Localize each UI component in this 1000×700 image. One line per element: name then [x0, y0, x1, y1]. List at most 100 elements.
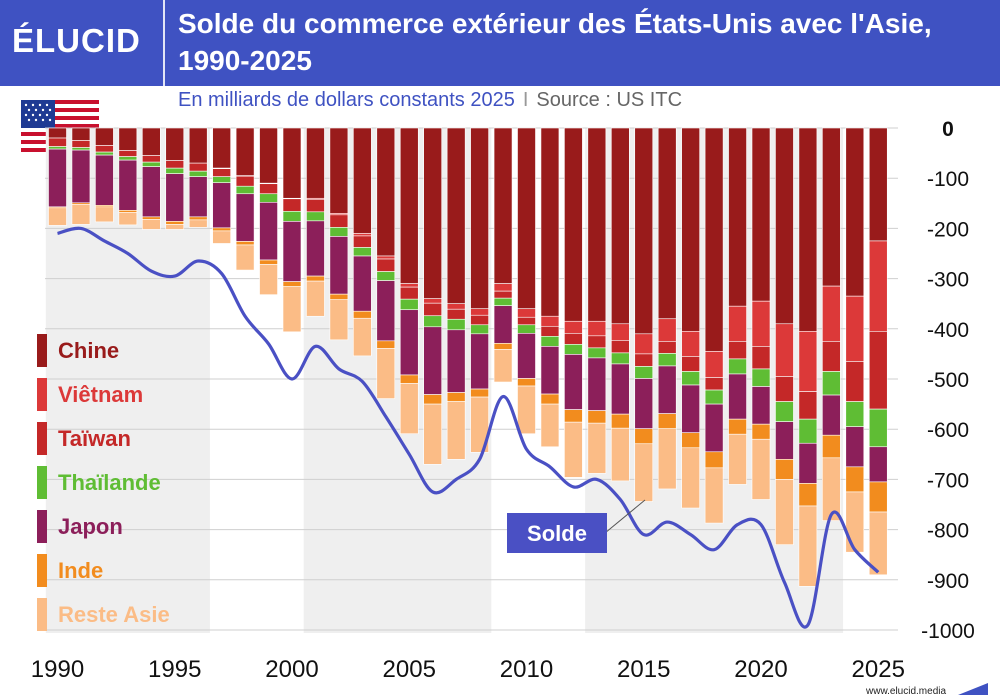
bar-segment — [610, 427, 630, 482]
bar-segment — [728, 341, 747, 360]
bar-segment — [704, 127, 724, 352]
bar-segment — [845, 361, 865, 402]
bar-segment — [376, 255, 396, 260]
bar-segment — [470, 127, 489, 310]
bar-segment — [704, 351, 724, 378]
bar-segment — [165, 160, 185, 169]
bar-segment — [353, 317, 372, 357]
bar-segment — [142, 219, 161, 230]
bar-segment — [704, 377, 724, 391]
bar-segment — [587, 422, 607, 474]
legend-label: Chine — [58, 338, 120, 363]
bar-segment — [704, 389, 724, 405]
bar-segment — [822, 457, 841, 521]
bar-segment — [329, 227, 349, 237]
bar-segment — [540, 346, 560, 395]
chart-title: Solde du commerce extérieur des États-Un… — [178, 8, 932, 76]
bar-segment — [681, 447, 700, 509]
bar-segment — [282, 286, 302, 333]
bar-segment — [48, 148, 67, 208]
x-tick-label: 2020 — [734, 656, 787, 683]
bar-segment — [868, 240, 888, 332]
bar-segment — [704, 467, 724, 524]
bar-segment — [610, 340, 630, 354]
y-tick-label: -500 — [927, 369, 969, 392]
bar-segment — [165, 173, 185, 222]
bar-segment — [470, 308, 489, 316]
bar-segment — [212, 182, 231, 229]
bar-segment — [95, 154, 114, 206]
bar-segment — [610, 323, 630, 341]
bar-segment — [822, 127, 841, 287]
bar-segment — [564, 333, 583, 345]
bar-segment — [493, 349, 513, 383]
bar-segment — [188, 216, 208, 221]
bar-segment — [470, 314, 489, 326]
bar-segment — [259, 193, 278, 203]
subtitle-units: En milliards de dollars constants 2025 — [178, 89, 515, 111]
legend-swatch — [37, 510, 47, 543]
bar-segment — [751, 300, 771, 347]
bar-segment — [587, 335, 607, 349]
legend-label: Japon — [58, 514, 123, 539]
bar-segment — [48, 207, 67, 226]
bar-segment — [751, 386, 771, 425]
bar-segment — [399, 374, 419, 384]
bar-segment — [376, 127, 396, 257]
bar-segment — [423, 403, 443, 465]
header-bar: ÉLUCID Solde du commerce extérieur des É… — [0, 0, 1000, 86]
bar-segment — [634, 333, 654, 355]
legend-label: Viêtnam — [58, 382, 144, 407]
bar-segment — [329, 214, 349, 228]
bar-segment — [142, 155, 161, 163]
bar-segment — [822, 394, 841, 436]
bar-segment — [493, 305, 513, 344]
x-tick-label: 2010 — [500, 656, 553, 683]
x-tick-label: 2025 — [852, 656, 905, 683]
bar-segment — [446, 318, 466, 331]
bar-segment — [845, 466, 865, 493]
legend-swatch — [37, 378, 47, 411]
bar-segment — [868, 481, 888, 513]
bar-segment — [775, 401, 794, 422]
bar-segment — [845, 401, 865, 427]
bar-segment — [798, 331, 818, 392]
y-tick-label: -600 — [927, 419, 969, 442]
bar-segment — [540, 127, 560, 317]
bar-segment — [798, 442, 818, 484]
bar-segment — [681, 432, 700, 449]
footer-url[interactable]: www.elucid.media — [866, 686, 947, 697]
bar-segment — [634, 428, 654, 445]
solde-label-text: Solde — [527, 521, 587, 546]
bar-segment — [306, 220, 325, 277]
bar-segment — [446, 308, 466, 320]
bar-segment — [118, 210, 138, 213]
x-tick-label: 1995 — [148, 656, 201, 683]
bar-segment — [540, 336, 560, 347]
bar-segment — [564, 409, 583, 423]
bar-segment — [235, 241, 255, 246]
bar-segment — [775, 376, 794, 402]
bar-segment — [775, 127, 794, 325]
bar-segment — [376, 280, 396, 342]
bar-segment — [376, 348, 396, 399]
legend-swatch — [37, 334, 47, 367]
bar-segment — [610, 413, 630, 429]
bar-segment — [399, 309, 419, 376]
bar-segment — [142, 166, 161, 218]
bar-segment — [728, 127, 747, 307]
bar-segment — [376, 340, 396, 349]
bar-segment — [775, 421, 794, 460]
bar-segment — [399, 286, 419, 300]
bar-segment — [657, 413, 677, 429]
bar-segment — [470, 388, 489, 398]
bar-segment — [71, 127, 91, 141]
bar-segment — [212, 230, 231, 244]
bar-segment — [212, 176, 231, 184]
bar-segment — [353, 235, 372, 248]
legend-label: Thaïlande — [58, 470, 161, 495]
bar-segment — [517, 333, 536, 379]
bar-segment — [399, 283, 419, 288]
bar-segment — [634, 443, 654, 502]
